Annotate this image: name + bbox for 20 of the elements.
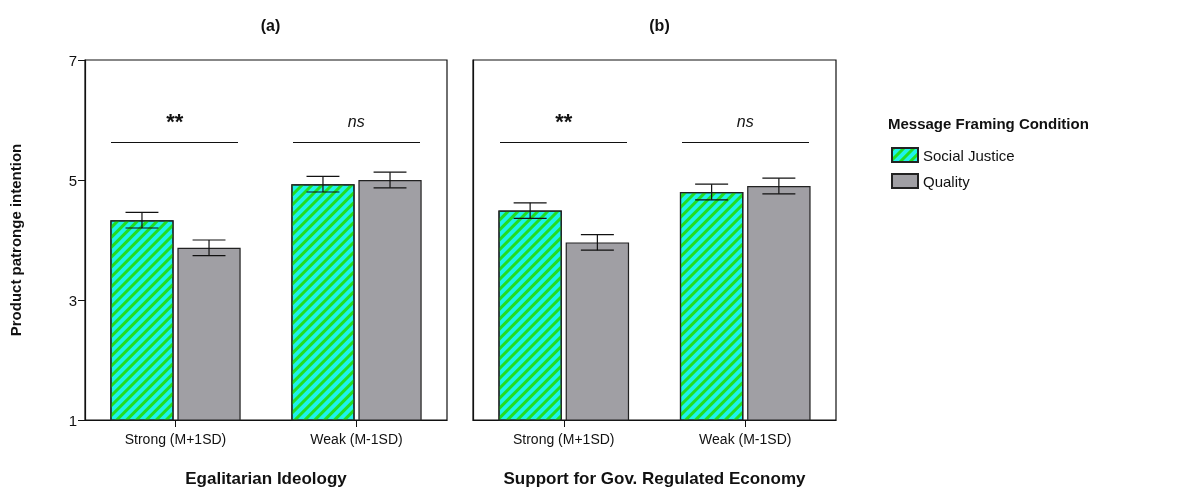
chart-title: (b)	[649, 16, 670, 34]
x-tick-label: Weak (M-1SD)	[699, 431, 792, 447]
x-axis-title: Support for Gov. Regulated Economy	[503, 469, 806, 488]
chart-title: (a)	[260, 16, 281, 34]
annotation: **	[165, 109, 185, 134]
y-tick-label: 3	[68, 291, 77, 309]
legend-title: Message Framing Condition	[888, 115, 1089, 132]
annotation: ns	[346, 112, 366, 132]
y-axis-title: Product patronge intention	[7, 143, 24, 337]
x-axis-title: Egalitarian Ideology	[185, 469, 348, 488]
annotation: ns	[735, 112, 755, 132]
annotation: **	[554, 109, 574, 134]
y-tick-label: 5	[68, 171, 77, 189]
x-tick-label: Strong (M+1SD)	[512, 431, 615, 447]
legend-label: Quality	[923, 172, 971, 190]
y-tick-label: 7	[68, 51, 77, 69]
x-tick-label: Strong (M+1SD)	[124, 431, 227, 447]
y-tick-label: 1	[68, 411, 77, 429]
x-tick-label: Weak (M-1SD)	[310, 431, 403, 447]
legend-label: Social Justice	[923, 146, 1015, 164]
